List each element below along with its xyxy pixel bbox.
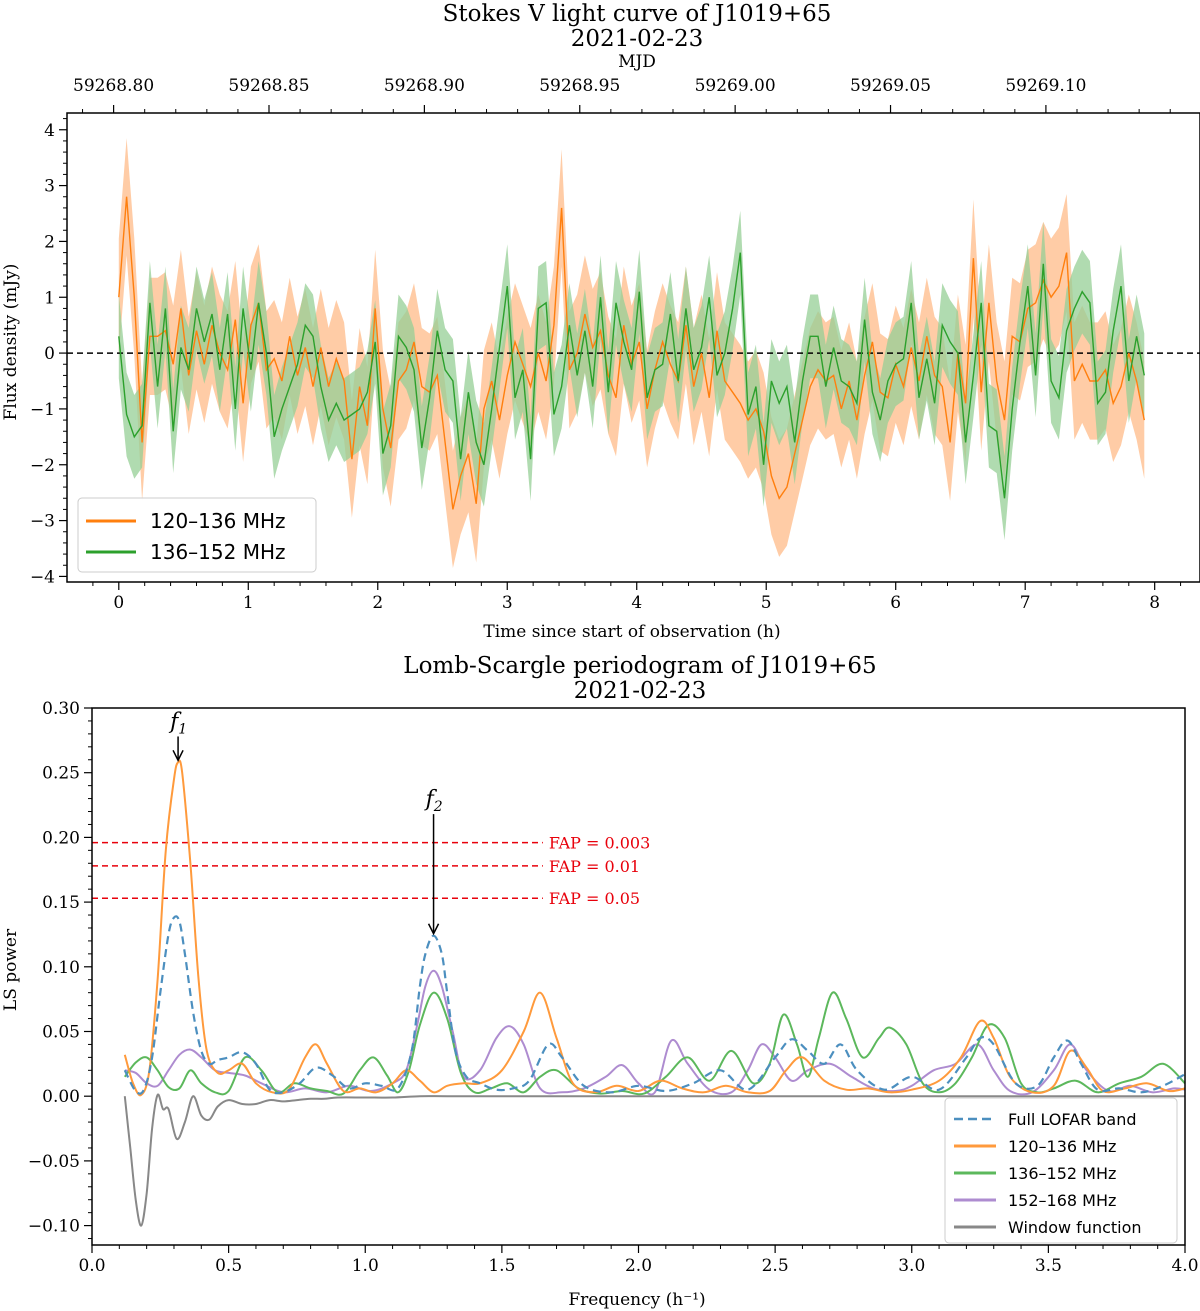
legend-label-120-136-mhz: 120–136 MHz: [1008, 1137, 1116, 1156]
lc-ylabel: Flux density (mJy): [1, 264, 21, 421]
y-tick-label: 0.10: [42, 958, 80, 978]
lc-legend: 120–136 MHz 136–152 MHz: [77, 497, 317, 573]
x-tick-label: 0: [113, 593, 124, 613]
y-tick-label: 0.15: [42, 893, 80, 913]
x-tick-label: 1: [243, 593, 254, 613]
x-tick-label: 1.5: [488, 1256, 515, 1276]
x-tick-label: 4.0: [1171, 1256, 1198, 1276]
x-tick-label: 5: [761, 593, 772, 613]
legend-label-full-lofar-band: Full LOFAR band: [1008, 1110, 1137, 1129]
y-tick-label: −1: [30, 400, 55, 420]
y-tick-label: 0.25: [42, 764, 80, 784]
annotation-label: f1: [168, 709, 187, 737]
periodogram-panel: Lomb-Scargle periodogram of J1019+65 202…: [1, 653, 1199, 1310]
x-tick-label: 1.0: [352, 1256, 379, 1276]
series-line-136-152-mhz: [118, 252, 1145, 499]
top-tick-label: 59269.05: [850, 76, 931, 96]
annotation-subscript: 1: [178, 721, 187, 737]
annotation-subscript: 2: [433, 799, 443, 815]
ls-title: Lomb-Scargle periodogram of J1019+65: [403, 653, 876, 679]
legend-box: [77, 497, 317, 573]
y-tick-label: 0.30: [42, 699, 80, 719]
annotation-arrowhead: [427, 923, 440, 936]
x-tick-label: 3: [502, 593, 513, 613]
lc-top-xlabel: MJD: [618, 52, 656, 72]
x-tick-label: 0.0: [78, 1256, 105, 1276]
ls-axes: 0.0 0.5 1.0 1.5 2.0 2.5 3.0 3.5 4.0 −0.10 −0.05 0.0…: [28, 699, 1199, 1276]
series-line-120-136-mhz: [123, 759, 1186, 1097]
fap-label: FAP = 0.05: [549, 889, 640, 908]
lc-axes: 0 1 2 3 4 5 6 7 8 −4 −3 −2 −1 0 1 2 3 4 59268.80 59268.85 59…: [30, 76, 1182, 613]
y-tick-label: −2: [30, 456, 55, 476]
series-line-136-152-mhz: [123, 991, 1186, 1096]
lc-plot-frame: [66, 112, 1200, 583]
top-tick-label: 59268.80: [73, 76, 154, 96]
annotation-arrowhead: [172, 750, 184, 763]
fap-label: FAP = 0.003: [549, 834, 650, 853]
lc-title: Stokes V light curve of J1019+65: [443, 1, 832, 27]
y-tick-label: 0.20: [42, 828, 80, 848]
x-tick-label: 0.5: [215, 1256, 242, 1276]
ls-subtitle: 2021-02-23: [574, 678, 707, 704]
y-tick-label: 0.00: [42, 1087, 80, 1107]
ls-xlabel: Frequency (h⁻¹): [568, 1290, 705, 1310]
y-tick-label: 4: [44, 121, 55, 141]
series-line-152-168-mhz: [124, 969, 1186, 1096]
legend-label-120-136-mhz: 120–136 MHz: [150, 509, 286, 533]
ls-legend: Full LOFAR band 120–136 MHz 136–152 MHz 152…: [944, 1097, 1178, 1244]
error-band-136-152-mhz: [118, 210, 1145, 541]
x-tick-label: 2.5: [762, 1256, 789, 1276]
x-tick-label: 2.0: [625, 1256, 652, 1276]
y-tick-label: 0.05: [42, 1022, 80, 1042]
x-tick-label: 3.0: [898, 1256, 925, 1276]
legend-label-136-152-mhz: 136–152 MHz: [1008, 1164, 1116, 1183]
y-tick-label: 1: [44, 288, 55, 308]
ls-ylabel: LS power: [1, 928, 21, 1011]
y-tick-label: 0: [44, 344, 55, 364]
y-tick-label: −3: [30, 512, 55, 532]
y-tick-label: −0.05: [28, 1152, 80, 1172]
lc-subtitle: 2021-02-23: [571, 26, 704, 52]
lc-xlabel: Time since start of observation (h): [483, 622, 780, 642]
x-tick-label: 6: [890, 593, 901, 613]
peak-annotations: f1 f2: [168, 709, 443, 936]
x-tick-label: 3.5: [1035, 1256, 1062, 1276]
y-tick-label: 2: [44, 232, 55, 252]
series-line-full-lofar-band: [123, 915, 1186, 1095]
x-tick-label: 7: [1020, 593, 1031, 613]
legend-box: [944, 1097, 1178, 1244]
top-tick-label: 59269.10: [1005, 76, 1086, 96]
annotation-label: f2: [424, 787, 443, 815]
y-tick-label: −4: [30, 567, 55, 587]
legend-label-window-function: Window function: [1008, 1218, 1142, 1237]
series-line-window-function: [123, 1093, 1185, 1227]
ls-series-lines: [123, 759, 1186, 1227]
x-tick-label: 8: [1149, 593, 1160, 613]
legend-label-136-152-mhz: 136–152 MHz: [150, 540, 286, 564]
top-tick-label: 59268.95: [539, 76, 620, 96]
light-curve-panel: Stokes V light curve of J1019+65 2021-02…: [1, 1, 1200, 642]
y-tick-label: 3: [44, 177, 55, 197]
lc-series-lines: [118, 196, 1145, 510]
legend-label-152-168-mhz: 152–168 MHz: [1008, 1191, 1116, 1210]
top-tick-label: 59268.90: [384, 76, 465, 96]
top-tick-label: 59268.85: [228, 76, 309, 96]
fap-label: FAP = 0.01: [549, 857, 640, 876]
fap-lines: FAP = 0.003 FAP = 0.01 FAP = 0.05: [92, 834, 650, 908]
top-tick-label: 59269.00: [695, 76, 776, 96]
x-tick-label: 4: [631, 593, 642, 613]
y-tick-label: −0.10: [28, 1217, 80, 1237]
x-tick-label: 2: [372, 593, 383, 613]
